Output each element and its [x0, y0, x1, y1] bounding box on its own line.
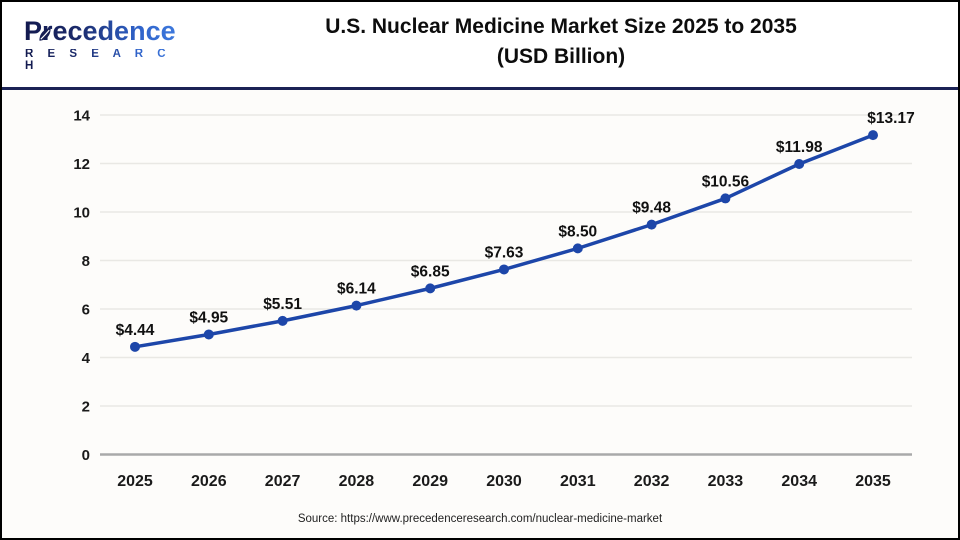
header-divider [2, 87, 958, 90]
chart-title-line1: U.S. Nuclear Medicine Market Size 2025 t… [325, 15, 797, 38]
data-point [720, 193, 731, 204]
data-point [203, 329, 214, 340]
x-tick-label: 2026 [191, 473, 227, 490]
chart-title: U.S. Nuclear Medicine Market Size 2025 t… [172, 12, 950, 73]
brand-logo: Precedence R E S E A R C H [22, 18, 182, 72]
chart-title-line2: (USD Billion) [496, 45, 626, 69]
data-point-label: $4.44 [116, 322, 155, 339]
series-line [133, 133, 875, 349]
y-tick-label: 14 [73, 108, 90, 125]
data-point-label: $11.98 [776, 139, 823, 156]
x-tick-label: 2032 [634, 473, 670, 490]
data-point [425, 283, 436, 294]
x-tick-label: 2034 [781, 473, 817, 490]
x-tick-label: 2027 [265, 473, 301, 490]
x-tick-label: 2025 [117, 473, 153, 490]
data-point [277, 315, 288, 326]
data-point [868, 130, 878, 141]
data-point [351, 300, 362, 311]
y-tick-label: 4 [82, 350, 91, 367]
data-point-label: $5.51 [263, 296, 302, 313]
data-point-label: $6.85 [411, 263, 450, 280]
data-point [499, 264, 509, 275]
data-point [794, 158, 805, 169]
y-tick-label: 10 [73, 205, 90, 222]
y-tick-label: 12 [73, 156, 90, 173]
data-point-label: $6.14 [337, 281, 376, 298]
x-tick-label: 2031 [560, 473, 596, 490]
x-tick-label: 2029 [412, 473, 448, 490]
x-tick-label: 2028 [339, 473, 375, 490]
x-tick-label: 2033 [708, 473, 744, 490]
y-tick-label: 2 [82, 399, 90, 416]
y-tick-label: 0 [82, 447, 90, 464]
header: Precedence R E S E A R C H U.S. Nuclear … [2, 2, 958, 88]
data-point-label: $10.56 [702, 173, 750, 190]
y-tick-label: 8 [82, 253, 90, 270]
data-point-label: $8.50 [558, 223, 597, 240]
data-point [130, 341, 140, 352]
data-point [572, 243, 583, 254]
logo-subname: R E S E A R C H [22, 48, 182, 72]
source-caption: Source: https://www.precedenceresearch.c… [297, 513, 663, 525]
x-tick-label: 2035 [855, 473, 891, 490]
data-point-label: $4.95 [189, 309, 228, 326]
data-point-label: $9.48 [632, 200, 671, 217]
data-point-label: $13.17 [867, 110, 914, 127]
x-tick-label: 2030 [486, 473, 522, 490]
data-point-label: $7.63 [485, 244, 524, 261]
leaf-icon [39, 28, 51, 41]
data-point [646, 219, 657, 230]
y-tick-label: 6 [82, 302, 90, 319]
